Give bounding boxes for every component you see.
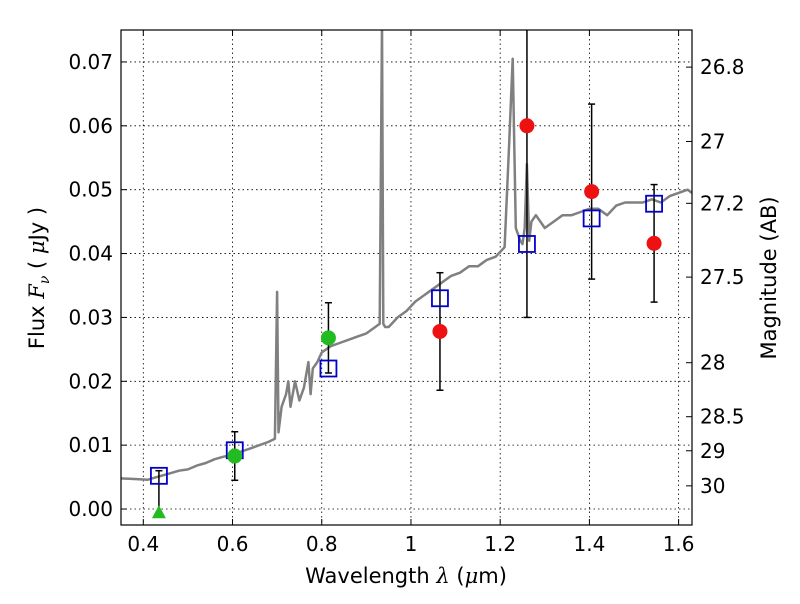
spectrum-series bbox=[121, 30, 692, 481]
spectrum-line bbox=[121, 30, 692, 481]
red-point-0 bbox=[432, 323, 448, 339]
y-tick-label-0: 0.00 bbox=[68, 497, 113, 521]
right-tick-label-6: 29 bbox=[700, 439, 725, 463]
model-square-0 bbox=[150, 466, 168, 485]
plot-frame bbox=[120, 29, 693, 526]
red-point-3 bbox=[646, 235, 662, 251]
x-tick-label-1: 0.6 bbox=[217, 532, 249, 556]
x-tick-label-5: 1.4 bbox=[573, 532, 605, 556]
y-tick-label-2: 0.02 bbox=[68, 369, 113, 393]
model-photometry-series bbox=[150, 194, 663, 485]
right-tick-label-0: 26.8 bbox=[700, 55, 745, 79]
x-tick-label-2: 0.8 bbox=[306, 532, 338, 556]
green-point-1 bbox=[320, 330, 336, 346]
errorbars bbox=[155, 30, 658, 513]
x-tick-label-3: 1 bbox=[405, 532, 418, 556]
x-tick-label-0: 0.4 bbox=[127, 532, 159, 556]
red-point-1 bbox=[519, 118, 535, 134]
y-tick-label-5: 0.05 bbox=[68, 178, 113, 202]
x-tick-label-6: 1.6 bbox=[663, 532, 695, 556]
y-tick-label-7: 0.07 bbox=[68, 50, 113, 74]
right-tick-label-1: 27 bbox=[700, 129, 725, 153]
x-axis-ticks: 0.4 0.6 0.8 1 1.2 1.4 1.6 bbox=[127, 30, 695, 556]
right-axis-ticks: 26.8 27 27.2 27.5 28 28.5 29 30 bbox=[686, 55, 745, 498]
grid-lines bbox=[121, 30, 692, 525]
model-square-2 bbox=[319, 359, 338, 378]
red-point-2 bbox=[584, 184, 600, 200]
observed-photometry-series bbox=[151, 118, 662, 519]
right-axis-label: Magnitude (AB) bbox=[757, 196, 781, 359]
y-tick-label-6: 0.06 bbox=[68, 114, 113, 138]
model-square-6 bbox=[645, 194, 663, 213]
model-square-3 bbox=[431, 289, 449, 308]
y-axis-ticks: 0.00 0.01 0.02 0.03 0.04 0.05 0.06 0.07 bbox=[68, 50, 127, 521]
y-axis-label: Flux Fν ( μJy ) bbox=[25, 207, 53, 349]
x-tick-label-4: 1.2 bbox=[484, 532, 516, 556]
y-tick-label-4: 0.04 bbox=[68, 242, 113, 266]
model-square-5 bbox=[582, 209, 601, 228]
y-tick-label-3: 0.03 bbox=[68, 305, 113, 329]
right-tick-label-3: 27.5 bbox=[700, 265, 745, 289]
green-point-0 bbox=[227, 448, 243, 464]
y-tick-label-1: 0.01 bbox=[68, 433, 113, 457]
model-square-4 bbox=[518, 235, 536, 253]
green-upper-limit-triangle bbox=[151, 505, 166, 519]
right-tick-label-7: 30 bbox=[700, 474, 725, 498]
right-tick-label-2: 27.2 bbox=[700, 191, 745, 215]
x-axis-label: Wavelength λ (μm) bbox=[305, 564, 507, 588]
right-tick-label-4: 28 bbox=[700, 351, 725, 375]
right-tick-label-5: 28.5 bbox=[700, 405, 745, 429]
